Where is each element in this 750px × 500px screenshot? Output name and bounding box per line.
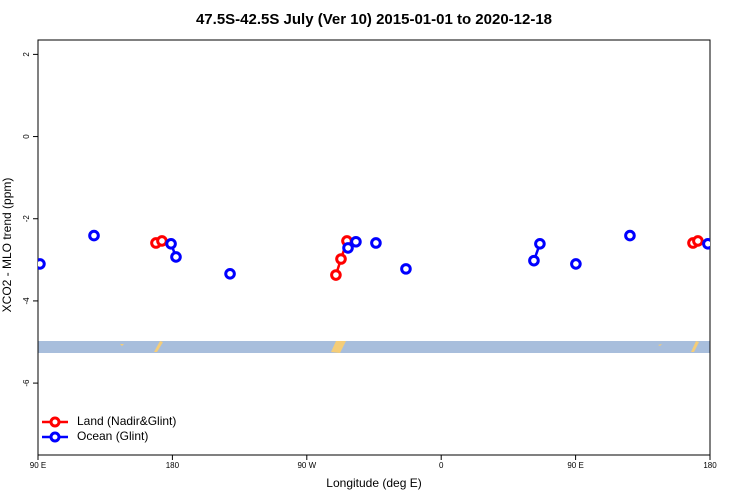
y-tick-label: -4 xyxy=(22,297,31,305)
legend: Land (Nadir&Glint)Ocean (Glint) xyxy=(42,414,176,443)
point xyxy=(88,229,100,242)
point xyxy=(38,258,46,270)
legend-marker xyxy=(49,416,61,428)
y-tick-label: -2 xyxy=(22,215,31,223)
y-tick-label: 0 xyxy=(22,134,31,139)
plot-area xyxy=(38,229,710,281)
point xyxy=(170,251,182,263)
y-tick-label: 2 xyxy=(22,52,31,57)
point xyxy=(692,235,704,247)
point xyxy=(156,235,168,247)
y-axis-label: XCO2 - MLO trend (ppm) xyxy=(0,178,14,313)
point xyxy=(330,269,342,281)
legend-label: Ocean (Glint) xyxy=(77,429,148,443)
x-tick-label: 90 E xyxy=(30,461,46,470)
point xyxy=(624,229,636,242)
point xyxy=(528,254,540,267)
point xyxy=(702,238,710,250)
series-line xyxy=(155,239,699,276)
y-tick-label: -6 xyxy=(22,379,31,387)
chart-title: 47.5S-42.5S July (Ver 10) 2015-01-01 to … xyxy=(196,11,552,28)
series-line xyxy=(171,242,708,261)
point xyxy=(570,258,582,270)
point xyxy=(342,242,354,254)
x-tick-label: 0 xyxy=(439,461,444,470)
point xyxy=(335,253,347,265)
x-tick-label: 180 xyxy=(166,461,180,470)
point xyxy=(350,235,362,248)
x-axis-label: Longitude (deg E) xyxy=(326,476,421,490)
legend-marker xyxy=(49,431,61,443)
x-tick-label: 180 xyxy=(703,461,717,470)
legend-label: Land (Nadir&Glint) xyxy=(77,414,176,428)
point xyxy=(370,237,382,249)
point xyxy=(534,238,546,250)
x-tick-label: 90 E xyxy=(567,461,583,470)
point xyxy=(165,238,177,250)
surface-strip xyxy=(38,341,710,353)
point xyxy=(224,267,236,280)
ocean-strip xyxy=(38,341,710,353)
x-tick-label: 90 W xyxy=(297,461,316,470)
point xyxy=(400,263,412,275)
